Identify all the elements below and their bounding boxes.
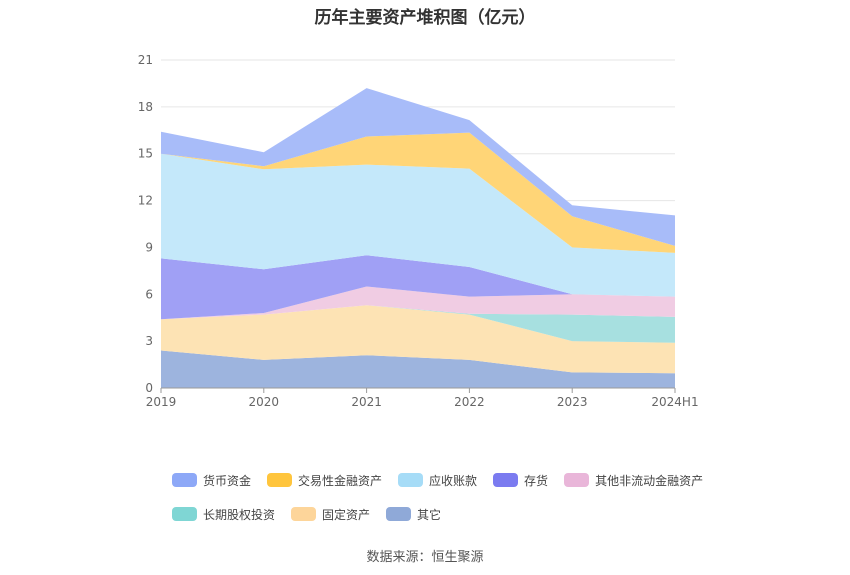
legend-label: 固定资产 xyxy=(322,507,371,522)
legend-item[interactable]: 货币资金 xyxy=(172,472,251,488)
legend-swatch xyxy=(267,473,293,487)
legend-swatch xyxy=(398,473,424,487)
y-tick-label: 0 xyxy=(145,381,153,395)
x-tick-label: 2021 xyxy=(351,395,382,409)
y-tick-label: 3 xyxy=(145,334,153,348)
chart-legend: 货币资金 交易性金融资产 应收账款 存货 其他非流动金融资产长期股权投资 固定资产 其它 xyxy=(172,472,732,522)
legend-label: 交易性金融资产 xyxy=(298,473,383,488)
x-tick-label: 2019 xyxy=(146,395,177,409)
x-tick-label: 2024H1 xyxy=(651,395,698,409)
legend-item[interactable]: 存货 xyxy=(493,472,548,488)
legend-label: 其他非流动金融资产 xyxy=(595,473,704,488)
y-tick-label: 9 xyxy=(145,240,153,254)
chart-title: 历年主要资产堆积图（亿元） xyxy=(314,8,536,28)
legend-item[interactable]: 应收账款 xyxy=(398,472,477,488)
x-tick-label: 2020 xyxy=(249,395,280,409)
data-source: 数据来源：恒生聚源 xyxy=(366,550,484,565)
legend-label: 其它 xyxy=(417,507,442,522)
legend-item[interactable]: 固定资产 xyxy=(291,506,370,522)
legend-swatch xyxy=(564,473,590,487)
x-tick-label: 2022 xyxy=(454,395,485,409)
legend-item[interactable]: 其他非流动金融资产 xyxy=(564,472,703,488)
area-5 xyxy=(161,153,675,297)
y-tick-label: 6 xyxy=(145,287,153,301)
legend-label: 存货 xyxy=(524,473,549,488)
area-series xyxy=(161,88,675,388)
area-7 xyxy=(161,88,675,246)
y-tick-label: 21 xyxy=(138,53,153,67)
legend-label: 货币资金 xyxy=(203,473,252,488)
legend-swatch xyxy=(172,473,197,487)
area-2 xyxy=(161,305,675,343)
y-tick-label: 18 xyxy=(138,100,153,114)
legend-label: 长期股权投资 xyxy=(203,507,276,522)
y-tick-label: 12 xyxy=(138,194,153,208)
legend-item[interactable]: 其它 xyxy=(386,506,441,522)
legend-label: 应收账款 xyxy=(429,473,478,488)
legend-swatch xyxy=(493,473,519,487)
legend-swatch xyxy=(172,507,197,521)
legend-swatch xyxy=(291,507,317,521)
x-tick-label: 2023 xyxy=(557,395,588,409)
area-6 xyxy=(161,132,675,253)
y-tick-label: 15 xyxy=(138,147,153,161)
area-1 xyxy=(161,305,675,374)
area-0 xyxy=(161,350,675,388)
legend-item[interactable]: 长期股权投资 xyxy=(172,506,275,522)
legend-item[interactable]: 交易性金融资产 xyxy=(267,472,382,488)
legend-swatch xyxy=(386,507,412,521)
area-4 xyxy=(161,255,675,320)
area-3 xyxy=(161,286,675,320)
axes: 0 3 6 9 12 15 18 21 2019 2020 2021 2022 2023 2024H1 xyxy=(138,53,699,409)
